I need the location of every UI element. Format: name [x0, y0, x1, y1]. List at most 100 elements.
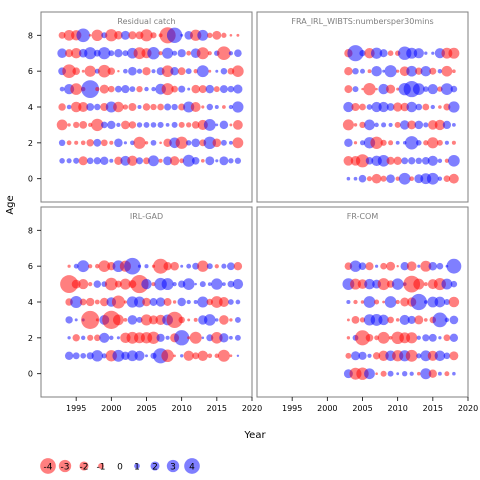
- negative-residual-bubble: [355, 154, 370, 168]
- negative-residual-bubble: [88, 282, 93, 287]
- negative-residual-bubble: [400, 297, 410, 307]
- negative-residual-bubble: [393, 156, 402, 165]
- positive-residual-bubble: [129, 86, 136, 93]
- positive-residual-bubble: [109, 158, 114, 163]
- positive-residual-bubble: [94, 103, 101, 111]
- positive-residual-bubble: [234, 316, 241, 323]
- positive-residual-bubble: [232, 101, 244, 113]
- positive-residual-bubble: [128, 66, 137, 76]
- positive-residual-bubble: [434, 296, 446, 308]
- y-tick-label: 0: [28, 175, 33, 184]
- positive-residual-bubble: [377, 154, 390, 167]
- negative-residual-bubble: [400, 102, 409, 112]
- positive-residual-bubble: [191, 157, 200, 165]
- positive-residual-bubble: [374, 122, 379, 128]
- x-tick-label: 2005: [352, 404, 372, 413]
- positive-residual-bubble: [358, 351, 367, 360]
- positive-residual-bubble: [163, 156, 173, 166]
- positive-residual-bubble: [182, 278, 195, 290]
- negative-residual-bubble: [196, 47, 209, 60]
- positive-residual-bubble: [93, 157, 101, 165]
- positive-residual-bubble: [423, 122, 429, 128]
- negative-residual-bubble: [359, 103, 366, 111]
- positive-residual-bubble: [222, 282, 226, 286]
- positive-residual-bubble: [182, 154, 195, 167]
- negative-residual-bubble: [163, 262, 172, 271]
- negative-residual-bubble: [449, 173, 459, 184]
- negative-residual-bubble: [161, 349, 174, 363]
- negative-residual-bubble: [177, 67, 186, 76]
- legend-label: -4: [44, 463, 53, 473]
- legend-positive-bubble: [184, 458, 200, 474]
- positive-residual-bubble: [234, 334, 241, 341]
- negative-residual-bubble: [353, 123, 358, 127]
- negative-residual-bubble: [114, 156, 123, 165]
- legend-label: -2: [80, 463, 89, 473]
- negative-residual-bubble: [343, 155, 354, 166]
- positive-residual-bubble: [77, 260, 90, 273]
- legend-negative-bubble: [79, 461, 89, 471]
- negative-residual-bubble: [350, 278, 361, 290]
- positive-residual-bubble: [180, 354, 184, 358]
- positive-residual-bubble: [401, 157, 409, 165]
- positive-residual-bubble: [364, 278, 375, 290]
- negative-residual-bubble: [111, 295, 125, 309]
- positive-residual-bubble: [194, 282, 197, 286]
- panel: IRL-GAD: [40, 206, 253, 398]
- positive-residual-bubble: [452, 123, 456, 127]
- positive-residual-bubble: [150, 122, 157, 128]
- negative-residual-bubble: [452, 69, 456, 74]
- positive-residual-bubble: [197, 296, 209, 308]
- positive-residual-bubble: [219, 120, 229, 130]
- x-tick-label: 2000: [317, 404, 337, 413]
- positive-residual-bubble: [172, 50, 178, 56]
- negative-residual-bubble: [148, 315, 159, 325]
- negative-residual-bubble: [380, 175, 387, 182]
- positive-residual-bubble: [234, 49, 242, 57]
- negative-residual-bubble: [395, 176, 400, 181]
- negative-residual-bubble: [78, 101, 89, 113]
- negative-residual-bubble: [388, 140, 394, 146]
- negative-residual-bubble: [218, 296, 229, 308]
- negative-residual-bubble: [81, 69, 85, 73]
- positive-residual-bubble: [123, 141, 127, 145]
- negative-residual-bubble: [178, 316, 185, 324]
- positive-residual-bubble: [203, 118, 216, 131]
- positive-residual-bubble: [437, 371, 442, 376]
- positive-residual-bubble: [161, 278, 174, 291]
- negative-residual-bubble: [396, 265, 399, 268]
- panel-frame: [256, 11, 469, 203]
- positive-residual-bubble: [148, 155, 159, 167]
- negative-residual-bubble: [449, 351, 459, 361]
- negative-residual-bubble: [386, 156, 395, 165]
- negative-residual-bubble: [229, 318, 233, 322]
- positive-residual-bubble: [416, 140, 422, 146]
- positive-residual-bubble: [449, 315, 459, 325]
- positive-residual-bubble: [137, 104, 142, 110]
- positive-residual-bubble: [441, 83, 453, 95]
- positive-residual-bubble: [378, 314, 389, 326]
- negative-residual-bubble: [108, 85, 115, 93]
- positive-residual-bubble: [66, 158, 72, 164]
- x-tick-label: 1995: [282, 404, 302, 413]
- positive-residual-bubble: [406, 47, 418, 59]
- negative-residual-bubble: [143, 157, 150, 165]
- negative-residual-bubble: [62, 64, 76, 78]
- negative-residual-bubble: [123, 318, 128, 322]
- positive-residual-bubble: [228, 140, 233, 145]
- positive-residual-bubble: [93, 138, 102, 147]
- positive-residual-bubble: [384, 65, 397, 78]
- negative-residual-bubble: [443, 334, 451, 342]
- positive-residual-bubble: [178, 85, 186, 93]
- x-tick-label: 2010: [171, 404, 191, 413]
- negative-residual-bubble: [171, 85, 178, 93]
- positive-residual-bubble: [352, 86, 359, 93]
- positive-residual-bubble: [228, 158, 234, 164]
- negative-residual-bubble: [344, 67, 353, 76]
- panel-title: Residual catch: [117, 17, 175, 26]
- positive-residual-bubble: [423, 300, 428, 304]
- positive-residual-bubble: [449, 333, 459, 342]
- positive-residual-bubble: [215, 159, 219, 163]
- negative-residual-bubble: [136, 85, 143, 93]
- negative-residual-bubble: [210, 296, 223, 308]
